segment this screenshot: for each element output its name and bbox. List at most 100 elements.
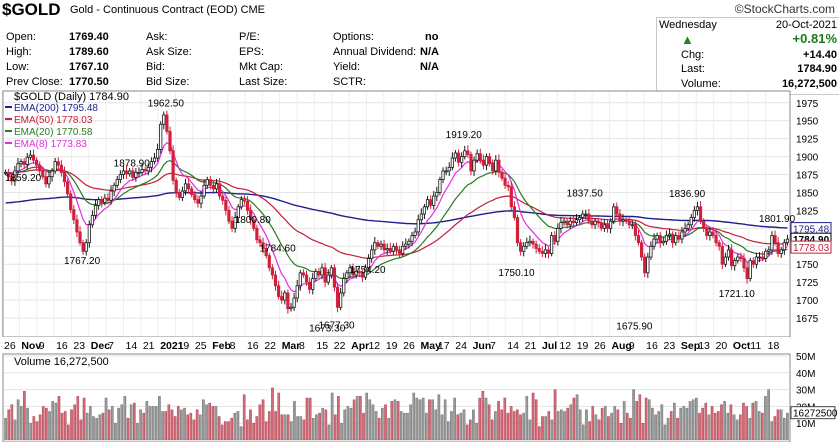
volume-bar <box>698 412 701 441</box>
price-bar-body <box>75 219 79 233</box>
price-bar-body <box>469 154 473 172</box>
price-bar-body <box>460 156 464 163</box>
volume-bar <box>647 399 651 441</box>
date-tick-label: Jun <box>473 340 492 352</box>
price-bar-body <box>72 209 76 221</box>
price-bar-body <box>764 250 768 259</box>
volume-axis-labels: 50M40M30M20M10M16272500 <box>790 352 838 430</box>
volume-bar <box>192 419 196 441</box>
price-bar-body <box>698 206 703 222</box>
price-bar-body <box>249 210 253 221</box>
price-bar-body <box>708 231 712 236</box>
volume-bar <box>230 417 233 441</box>
volume-bar <box>516 409 519 441</box>
volume-bar <box>249 409 252 441</box>
volume-bar <box>268 411 271 441</box>
volume-bar <box>691 399 695 441</box>
date-tick-label: 26 <box>403 340 415 352</box>
price-grid <box>1 92 789 336</box>
volume-bar <box>767 389 770 441</box>
volume-bar <box>308 397 312 441</box>
quote-prev-close: Prev Close: <box>6 76 63 88</box>
volume-bar <box>569 404 573 441</box>
price-bar-body <box>34 159 39 166</box>
volume-bar <box>676 417 679 441</box>
date-tick-label: 8 <box>230 340 236 352</box>
volume-tag-box <box>790 406 836 420</box>
volume-bar <box>7 409 11 441</box>
volume-bar <box>111 406 114 441</box>
price-bar-body <box>301 272 306 276</box>
price-bar-body <box>90 215 95 226</box>
price-bar-body <box>745 267 749 279</box>
price-bar-body <box>205 179 209 186</box>
volume-bar <box>195 409 199 441</box>
price-bar-body <box>767 249 771 252</box>
price-bar-body <box>345 272 349 279</box>
date-tick-label: 11 <box>750 340 761 352</box>
price-bar-body <box>407 240 411 245</box>
volume-bar <box>776 409 780 441</box>
price-bar-body <box>667 233 672 236</box>
price-bar-body <box>329 267 333 276</box>
volume-bar <box>333 414 337 441</box>
volume-bar <box>519 414 522 441</box>
volume-bar <box>70 409 73 441</box>
date-tick-label: 23 <box>73 340 85 352</box>
volume-bar <box>412 392 416 441</box>
price-bar-body <box>351 267 355 276</box>
price-bar-body <box>550 235 554 254</box>
price-bar-body <box>78 231 82 244</box>
volume-bar <box>371 404 375 441</box>
volume-bar <box>509 406 513 441</box>
price-annotations: 1859.20 1767.20 1962.50 1878.90 1800.80 1784.… <box>5 99 796 335</box>
price-bar-body <box>373 242 377 251</box>
price-bar-body <box>311 278 315 290</box>
price-bar-body <box>62 171 67 183</box>
volume-bar <box>506 412 510 441</box>
price-bar-body <box>401 245 405 254</box>
volume-bar <box>745 406 748 441</box>
price-bar-body <box>227 210 231 222</box>
price-bar-body <box>475 153 479 161</box>
price-annotation: 1800.80 <box>235 215 272 226</box>
price-bar-body <box>124 170 129 175</box>
volume-bar <box>189 412 193 441</box>
volume-bar <box>779 409 783 441</box>
volume-bar <box>123 396 127 441</box>
volume-bar <box>406 412 409 441</box>
volume-bar <box>761 412 764 441</box>
date-tick-label: 9 <box>629 340 635 352</box>
volume-bar <box>258 404 262 441</box>
volume-bar <box>35 421 39 441</box>
price-bar-body <box>515 217 520 244</box>
price-bar-body <box>726 249 731 258</box>
volume-bar <box>202 399 205 441</box>
volume-bar <box>497 401 500 441</box>
price-bar-body <box>677 235 681 240</box>
price-bar-body <box>584 213 588 216</box>
volume-bar <box>133 402 136 441</box>
volume-bar <box>114 423 117 441</box>
volume-bar <box>688 401 692 441</box>
volume-bar <box>396 401 400 441</box>
quote-pe: P/E: <box>239 31 260 43</box>
volume-bar <box>657 411 660 441</box>
price-bar-body <box>500 171 504 179</box>
date-tick-label: 18 <box>768 340 780 352</box>
volume-bar <box>660 404 664 441</box>
volume-bar <box>280 414 284 441</box>
price-bar-body <box>286 292 290 310</box>
date-tick-label: May <box>421 340 442 352</box>
price-bar-body <box>627 220 631 226</box>
price-bar-body <box>630 224 634 227</box>
summary-change-pct: +0.81% <box>792 31 837 46</box>
price-bar-body <box>736 256 740 262</box>
price-panel-border <box>2 90 791 338</box>
price-bar-body <box>450 157 454 168</box>
volume-bar <box>158 396 161 441</box>
volume-bar <box>553 389 557 441</box>
price-bar-body <box>218 183 222 197</box>
volume-bar <box>487 404 491 441</box>
